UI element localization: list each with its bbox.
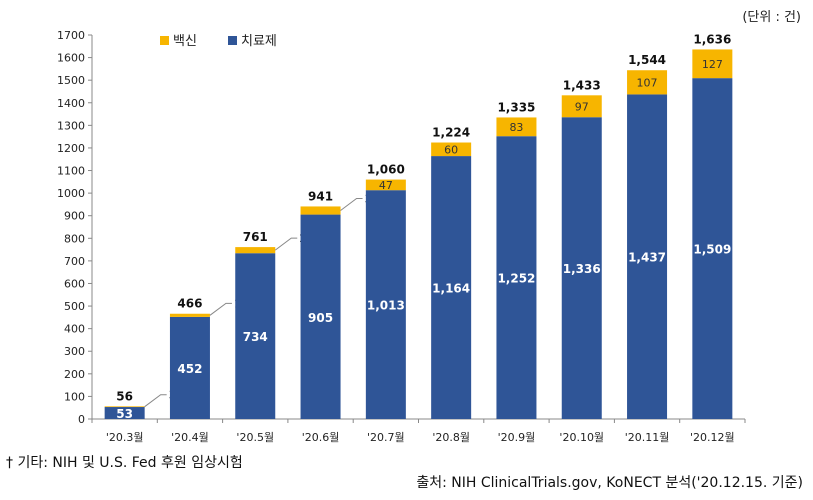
legend-swatch-therapeutic xyxy=(228,36,237,45)
bar-vaccine xyxy=(431,142,472,157)
bar-therapeutic xyxy=(561,117,602,419)
y-tick-label: 100 xyxy=(64,390,85,403)
y-tick-label: 800 xyxy=(64,232,85,245)
vaccine-callout-line xyxy=(209,302,232,316)
therapeutic-value-label: 1,336 xyxy=(563,262,601,276)
y-tick-label: 1500 xyxy=(57,74,85,87)
x-tick-label: '20.5월 xyxy=(236,431,274,444)
total-value-label: 761 xyxy=(243,230,268,244)
y-tick-label: 1100 xyxy=(57,165,85,178)
bar-therapeutic xyxy=(496,136,537,419)
bar-therapeutic xyxy=(431,156,472,419)
vaccine-value-label: 107 xyxy=(637,76,658,89)
y-tick-label: 700 xyxy=(64,255,85,268)
vaccine-value-label: 47 xyxy=(379,179,393,192)
total-value-label: 1,335 xyxy=(497,100,535,114)
unit-label: (단위 : 건) xyxy=(742,10,801,25)
bar-therapeutic xyxy=(365,190,406,419)
total-value-label: 1,636 xyxy=(693,32,731,46)
bar-vaccine xyxy=(365,179,406,191)
bar-vaccine xyxy=(692,49,733,79)
therapeutic-value-label: 1,252 xyxy=(497,272,535,286)
bar-vaccine xyxy=(104,406,145,408)
bar-vaccine xyxy=(300,206,341,215)
bar-therapeutic xyxy=(692,78,733,420)
therapeutic-value-label: 452 xyxy=(177,362,202,376)
y-tick-label: 500 xyxy=(64,300,85,313)
x-tick-label: '20.11월 xyxy=(625,431,670,444)
bar-therapeutic xyxy=(104,407,145,419)
therapeutic-value-label: 905 xyxy=(308,311,333,325)
therapeutic-value-label: 1,164 xyxy=(432,282,470,296)
vaccine-callout-line xyxy=(144,394,167,408)
vaccine-callout-line xyxy=(274,237,298,251)
legend-label-therapeutic: 치료제 xyxy=(241,34,277,49)
y-tick-label: 900 xyxy=(64,210,85,223)
therapeutic-value-label: 1,437 xyxy=(628,251,666,265)
bar-therapeutic xyxy=(300,214,341,419)
y-tick-label: 1300 xyxy=(57,119,85,132)
x-tick-label: '20.8월 xyxy=(432,431,470,444)
vaccine-value-label: 127 xyxy=(702,58,723,71)
y-tick-label: 1200 xyxy=(57,142,85,155)
bar-therapeutic xyxy=(169,316,210,419)
therapeutic-value-label: 1,509 xyxy=(693,243,731,257)
bar-therapeutic xyxy=(235,253,276,419)
therapeutic-value-label: 53 xyxy=(116,407,133,421)
y-tick-label: 600 xyxy=(64,277,85,290)
footnote: † 기타: NIH 및 U.S. Fed 후원 임상시험 xyxy=(6,455,243,471)
y-tick-label: 0 xyxy=(78,413,85,426)
vaccine-value-label: 60 xyxy=(444,143,458,156)
y-tick-label: 400 xyxy=(64,323,85,336)
total-value-label: 1,060 xyxy=(367,163,405,177)
vaccine-callout-line xyxy=(340,198,363,211)
total-value-label: 56 xyxy=(116,389,133,403)
total-value-label: 941 xyxy=(308,189,333,203)
x-tick-label: '20.10월 xyxy=(559,431,604,444)
y-tick-label: 200 xyxy=(64,368,85,381)
vaccine-value-label: 97 xyxy=(575,100,589,113)
x-tick-label: '20.12월 xyxy=(690,431,735,444)
y-tick-label: 1400 xyxy=(57,97,85,110)
bar-vaccine xyxy=(561,95,602,118)
x-tick-label: '20.9월 xyxy=(498,431,536,444)
therapeutic-value-label: 734 xyxy=(243,330,268,344)
y-tick-label: 1000 xyxy=(57,187,85,200)
x-tick-label: '20.4월 xyxy=(171,431,209,444)
total-value-label: 466 xyxy=(177,297,202,311)
x-tick-label: '20.7월 xyxy=(367,431,405,444)
legend-swatch-vaccine xyxy=(160,36,169,45)
bar-vaccine xyxy=(169,313,210,317)
y-tick-label: 1600 xyxy=(57,52,85,65)
y-tick-label: 300 xyxy=(64,345,85,358)
total-value-label: 1,433 xyxy=(563,78,601,92)
bar-vaccine xyxy=(235,247,276,254)
total-value-label: 1,544 xyxy=(628,53,666,67)
total-value-label: 1,224 xyxy=(432,126,470,140)
vaccine-value-label: 83 xyxy=(509,121,523,134)
legend-label-vaccine: 백신 xyxy=(173,34,197,49)
bar-vaccine xyxy=(496,117,537,137)
bar-vaccine xyxy=(627,70,668,95)
source-note: 출처: NIH ClinicalTrials.gov, KoNECT 분석('2… xyxy=(416,475,803,491)
x-tick-label: '20.3월 xyxy=(106,431,144,444)
bar-therapeutic xyxy=(627,94,668,420)
y-tick-label: 1700 xyxy=(57,29,85,42)
therapeutic-value-label: 1,013 xyxy=(367,299,405,313)
x-tick-label: '20.6월 xyxy=(302,431,340,444)
